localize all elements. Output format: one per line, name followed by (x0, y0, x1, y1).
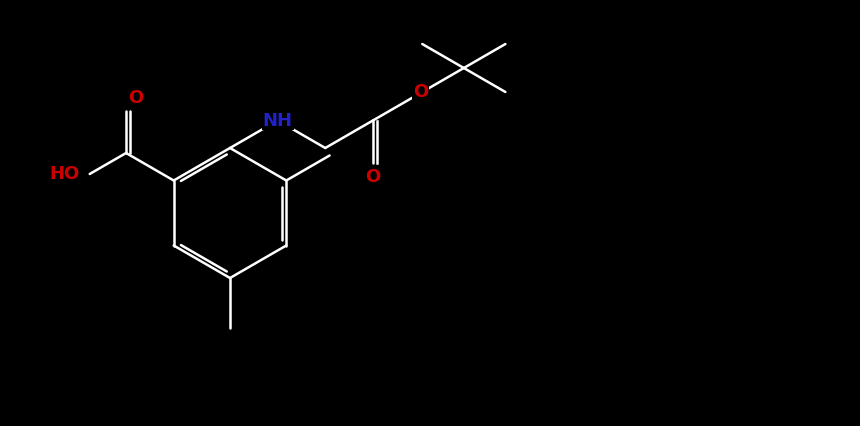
Text: O: O (128, 89, 144, 107)
Text: HO: HO (50, 165, 80, 183)
Text: O: O (413, 83, 428, 101)
Text: NH: NH (262, 112, 292, 130)
Text: O: O (366, 169, 380, 187)
